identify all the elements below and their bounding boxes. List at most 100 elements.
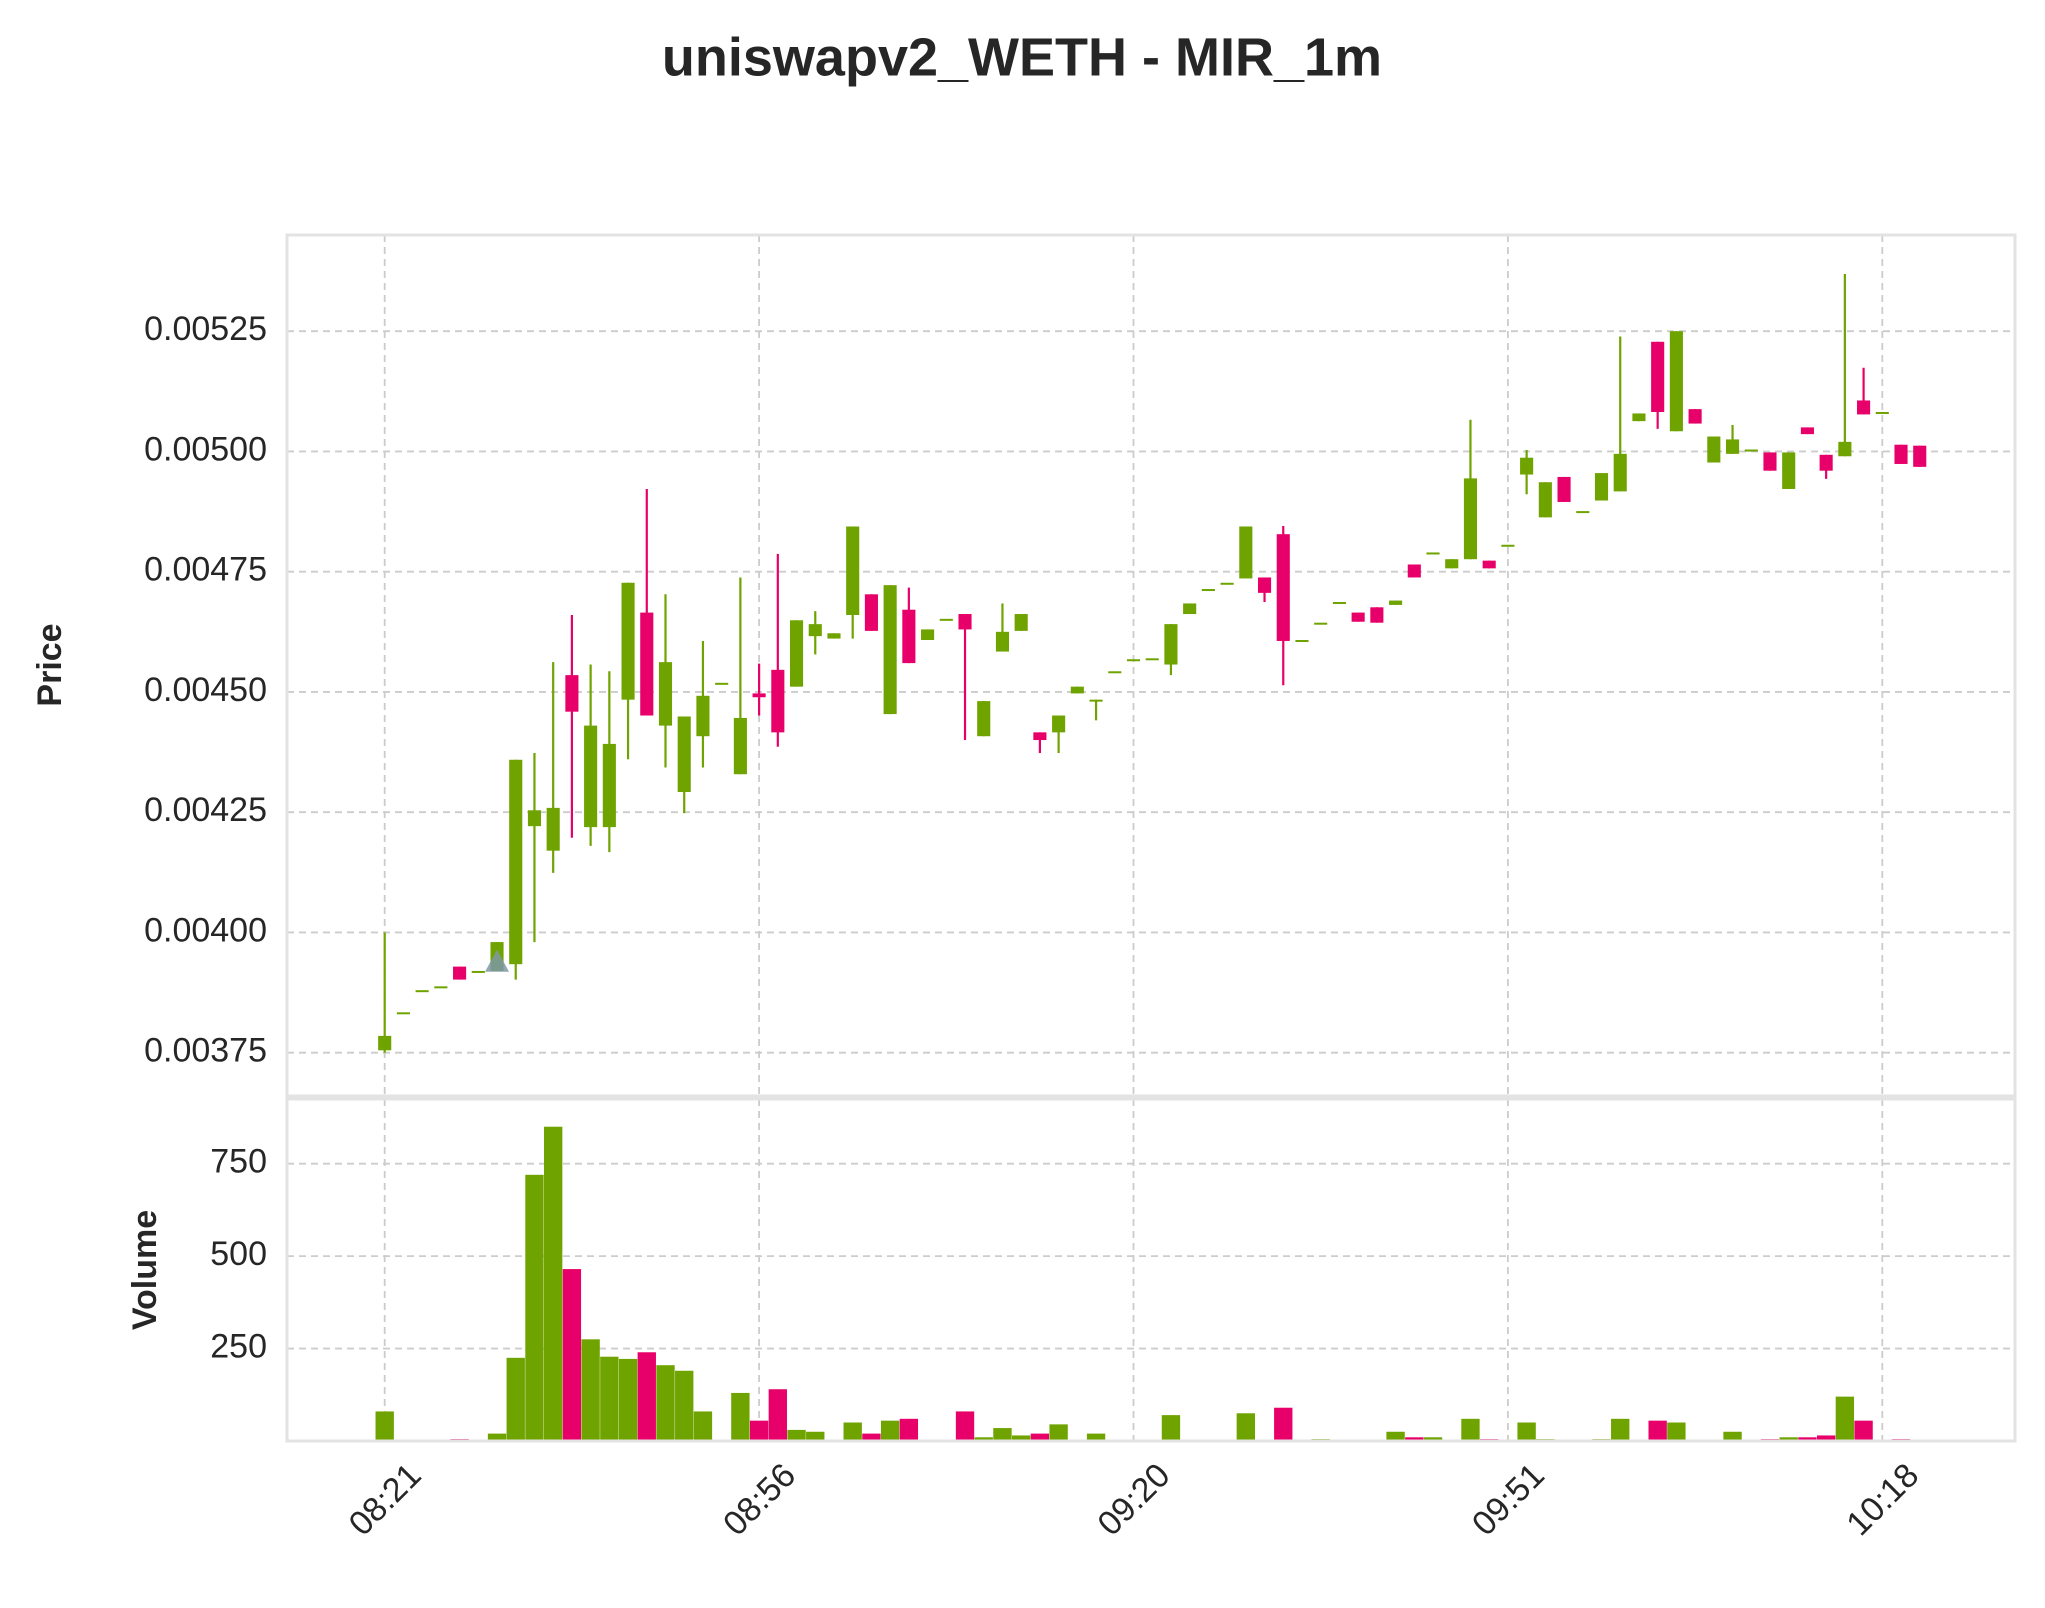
volume-bar xyxy=(768,1389,787,1441)
candle-body xyxy=(509,759,523,965)
candle-body xyxy=(733,717,747,775)
volume-bar xyxy=(1030,1433,1050,1441)
candle-body xyxy=(471,970,485,973)
volume-bar xyxy=(806,1431,825,1441)
volume-bar xyxy=(506,1357,525,1441)
candle-body xyxy=(1576,511,1590,514)
volume-panel-frame xyxy=(285,1097,2017,1443)
candle-body xyxy=(1501,544,1515,547)
volume-bar xyxy=(1723,1431,1742,1441)
candle-body xyxy=(1332,602,1346,605)
candle-body xyxy=(1707,436,1721,463)
volume-bar xyxy=(562,1269,582,1441)
volume-bar xyxy=(880,1420,900,1441)
candle-body xyxy=(1183,603,1197,615)
x-tick-label: 09:20 xyxy=(1090,1456,1177,1543)
volume-bar xyxy=(843,1422,862,1441)
candle-body xyxy=(434,986,448,989)
candle-body xyxy=(1033,732,1047,741)
candle-body xyxy=(1838,441,1852,457)
volume-bar xyxy=(1517,1422,1536,1441)
candle-body xyxy=(1239,526,1253,579)
plot-area: 0.00375 0.00400 0.00425 0.00450 0.00475 0.005… xyxy=(144,235,2015,1543)
price-panel-frame xyxy=(285,233,2017,1098)
candle-body xyxy=(527,810,542,827)
candle-body xyxy=(827,633,841,639)
candle-body xyxy=(1632,413,1646,422)
candle-body xyxy=(789,620,804,687)
volume-bar xyxy=(1779,1437,1798,1441)
candle-body xyxy=(584,725,598,828)
candle-body xyxy=(902,609,916,664)
candle-body xyxy=(621,582,635,700)
candle-body xyxy=(864,594,878,631)
candle-body xyxy=(1389,600,1403,605)
volume-bar xyxy=(693,1411,713,1441)
candle-body xyxy=(1201,589,1215,592)
candle-body xyxy=(1257,577,1272,593)
candle-body xyxy=(1314,622,1328,625)
volume-bar xyxy=(1086,1433,1106,1441)
x-tick-label: 09:51 xyxy=(1465,1456,1552,1543)
candle-body xyxy=(1725,439,1740,454)
candle-body xyxy=(1407,564,1421,578)
candle-body xyxy=(1295,640,1309,643)
candle-body xyxy=(1894,444,1908,464)
volume-bar xyxy=(993,1428,1012,1441)
volume-bar xyxy=(1461,1418,1480,1441)
signal-marker xyxy=(485,949,510,972)
candle-body xyxy=(1819,454,1833,471)
candle-body xyxy=(658,662,673,726)
candle-body xyxy=(677,716,691,793)
volume-tick-label: 250 xyxy=(210,1328,267,1366)
volume-axis-label: Volume xyxy=(126,1210,164,1330)
volume-bar xyxy=(1423,1437,1443,1441)
candle-body xyxy=(1070,686,1084,694)
volume-bar xyxy=(618,1358,638,1441)
candle-body xyxy=(396,1012,410,1015)
candle-body xyxy=(696,695,710,737)
candle-body xyxy=(1426,552,1440,555)
volume-bar xyxy=(749,1420,769,1441)
candle-body xyxy=(1445,559,1459,569)
volume-bar xyxy=(1798,1437,1817,1441)
candle-body xyxy=(1164,624,1178,665)
candle-body xyxy=(1145,658,1159,661)
volume-bar xyxy=(1274,1407,1293,1441)
volume-tick-label: 750 xyxy=(210,1143,267,1181)
candle-body xyxy=(1220,582,1234,585)
candle-body xyxy=(1520,457,1534,475)
volume-bar xyxy=(1816,1435,1836,1441)
x-tick-label: 10:18 xyxy=(1839,1456,1926,1543)
volume-bar xyxy=(899,1418,919,1441)
candle-body xyxy=(415,990,429,993)
volume-bar xyxy=(544,1126,563,1441)
candle-body xyxy=(1557,476,1571,502)
candle-body xyxy=(1089,699,1103,702)
candle-body xyxy=(715,682,729,685)
candle-body xyxy=(1370,607,1384,623)
candle-body xyxy=(1108,671,1122,674)
candle-body xyxy=(1126,659,1141,662)
volume-bar xyxy=(525,1174,544,1441)
candle-body xyxy=(1800,427,1814,435)
candle-body xyxy=(1857,400,1871,415)
volume-bar xyxy=(637,1352,656,1441)
candle-body xyxy=(883,585,897,715)
candle-body xyxy=(1688,409,1702,424)
y-tick-label: 0.00400 xyxy=(144,911,267,949)
y-tick-label: 0.00425 xyxy=(144,791,267,829)
volume-bar xyxy=(375,1411,394,1441)
candle-body xyxy=(977,701,991,737)
candle-body xyxy=(1538,482,1552,518)
volume-bar xyxy=(1648,1420,1667,1441)
candle-body xyxy=(1276,534,1290,641)
candle-body xyxy=(1744,449,1758,452)
candle-body xyxy=(808,624,822,637)
candle-body xyxy=(378,1035,392,1051)
y-axis-label: Price xyxy=(31,623,69,706)
candle-body xyxy=(752,693,766,698)
candle-body xyxy=(921,629,935,641)
y-tick-label: 0.00475 xyxy=(144,551,267,589)
